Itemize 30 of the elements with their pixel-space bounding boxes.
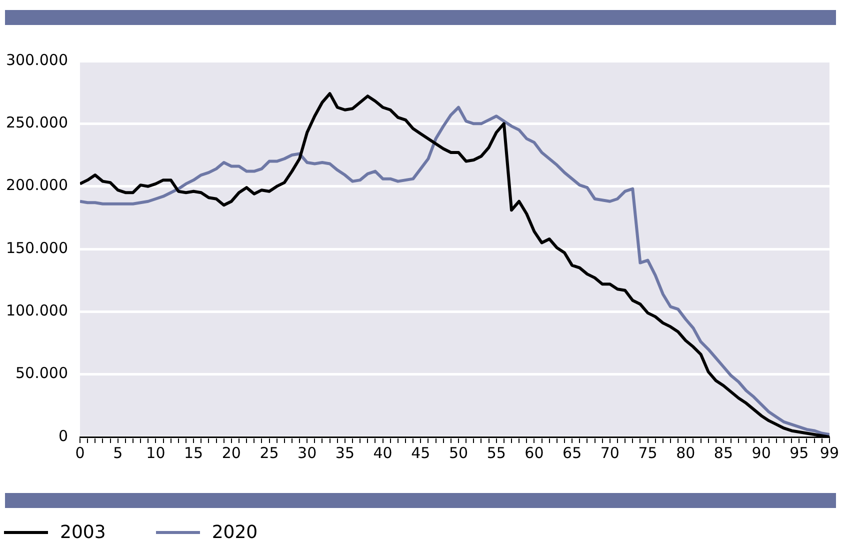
x-tick-label: 80 <box>676 444 696 462</box>
legend-label: 2020 <box>212 522 258 543</box>
x-tick-label: 55 <box>486 444 506 462</box>
x-tick-label: 0 <box>75 444 85 462</box>
x-tick-label: 20 <box>222 444 241 462</box>
x-tick-label: 10 <box>146 444 166 462</box>
x-tick-label: 25 <box>260 444 279 462</box>
y-tick-label: 100.000 <box>6 302 68 320</box>
x-tick-label: 65 <box>562 444 582 462</box>
x-tick-label: 90 <box>752 444 771 462</box>
x-tick-label: 30 <box>298 444 317 462</box>
y-tick-label: 300.000 <box>6 50 68 69</box>
x-tick-label: 60 <box>524 444 544 462</box>
x-tick-label: 99 <box>820 444 840 462</box>
x-tick-label: 40 <box>373 444 392 462</box>
x-tick-label: 5 <box>113 444 123 462</box>
x-tick-label: 85 <box>714 444 734 462</box>
x-tick-label: 75 <box>638 444 658 462</box>
x-tick-label: 70 <box>600 444 620 462</box>
legend-label: 2003 <box>60 522 106 543</box>
x-tick-label: 35 <box>335 444 355 462</box>
y-tick-label: 50.000 <box>16 364 68 382</box>
y-tick-label: 200.000 <box>6 176 68 194</box>
x-tick-label: 95 <box>790 444 809 462</box>
x-tick-label: 45 <box>411 444 430 462</box>
x-tick-label: 15 <box>184 444 204 462</box>
x-tick-label: 50 <box>448 444 468 462</box>
y-tick-label: 250.000 <box>6 114 68 132</box>
y-tick-label: 0 <box>58 426 68 445</box>
y-tick-label: 150.000 <box>6 238 68 257</box>
